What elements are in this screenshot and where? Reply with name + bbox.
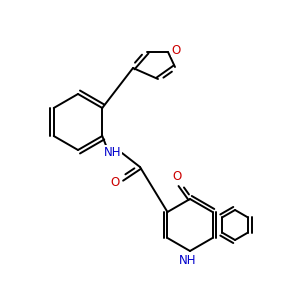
- Text: NH: NH: [179, 254, 197, 268]
- Text: O: O: [172, 170, 182, 184]
- Text: NH: NH: [104, 146, 122, 158]
- Text: O: O: [110, 176, 120, 188]
- Text: O: O: [171, 44, 181, 56]
